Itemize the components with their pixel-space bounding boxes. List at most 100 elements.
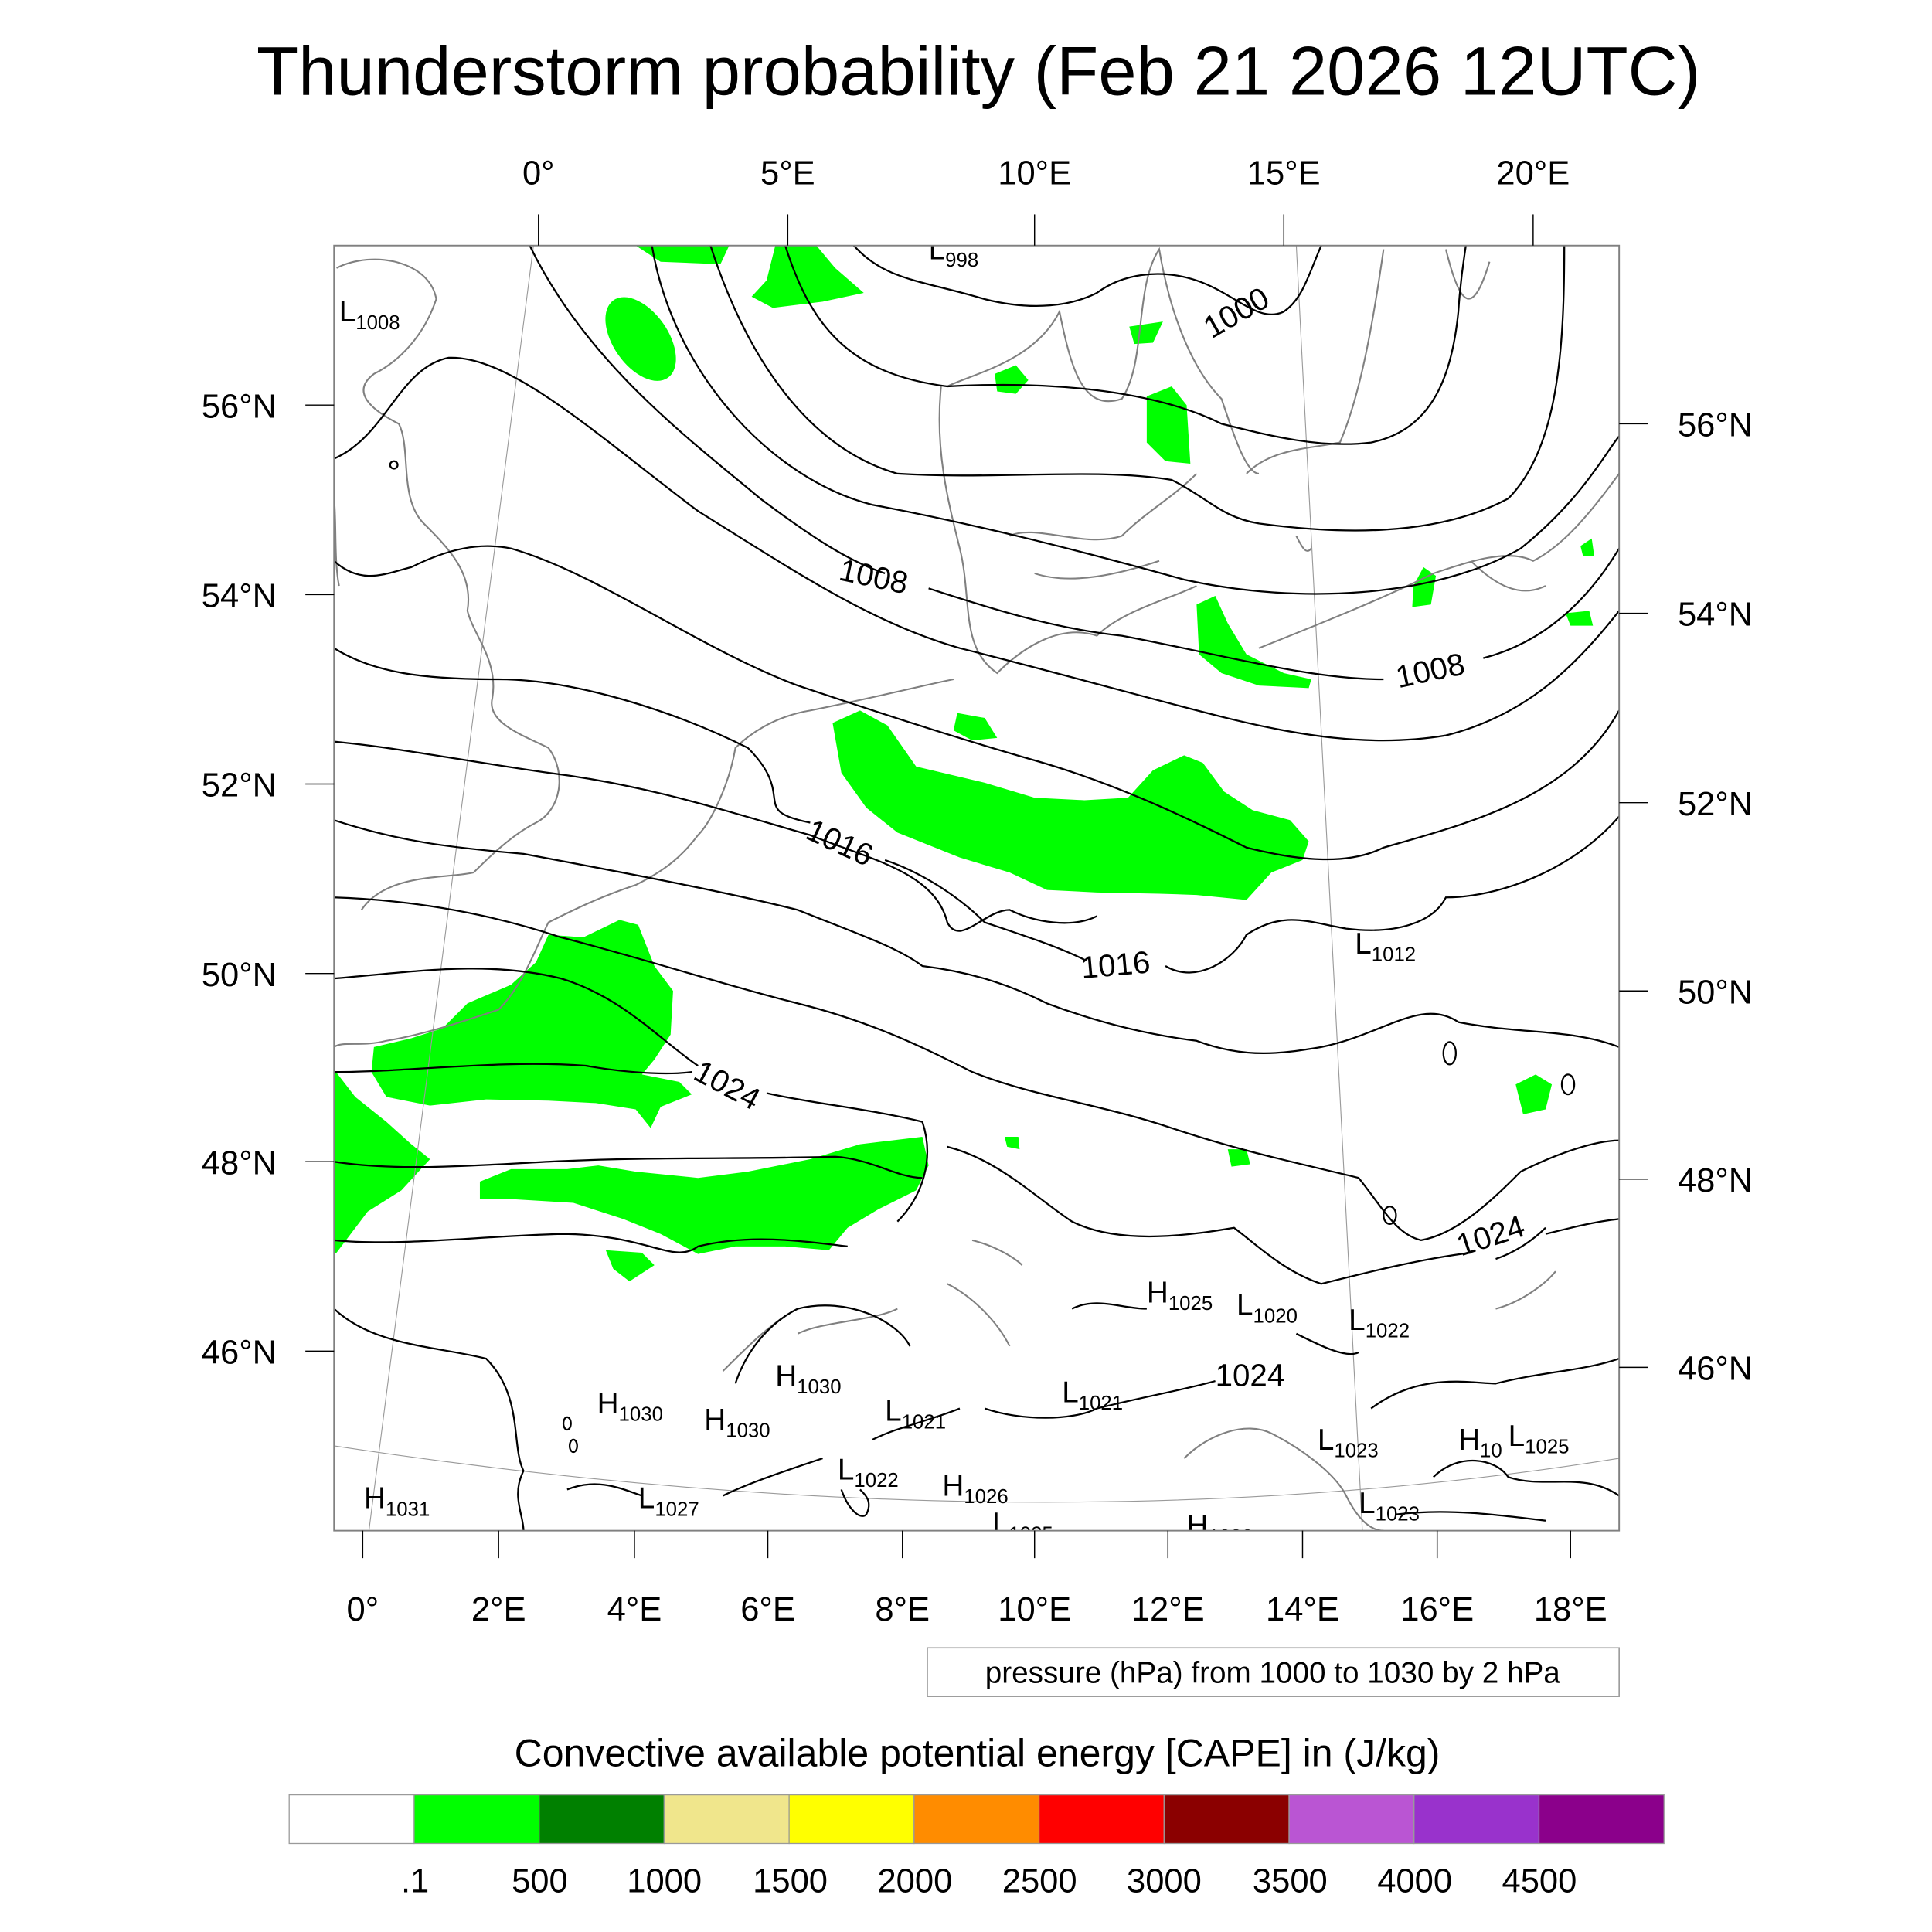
cape-area xyxy=(1412,566,1437,607)
isobar-closed xyxy=(562,1416,572,1431)
parallel-45n xyxy=(334,1445,1620,1503)
left-axis-labels: 56°N 54°N 52°N 50°N 48°N 46°N xyxy=(202,388,277,1371)
pressure-center: H1030 xyxy=(597,1387,663,1426)
isobar-closed xyxy=(389,460,399,470)
cape-area xyxy=(1515,1074,1553,1114)
left-axis-label: 48°N xyxy=(202,1145,277,1182)
bottom-axis-label: 14°E xyxy=(1266,1591,1339,1628)
colorbar-swatch xyxy=(288,1794,415,1845)
pressure-center: H1025 xyxy=(1147,1276,1213,1315)
colorbar-swatch xyxy=(1538,1794,1665,1845)
pressure-center: H1026 xyxy=(942,1469,1008,1508)
colorbar-label: 2000 xyxy=(877,1862,952,1900)
isobar-closed xyxy=(1383,1206,1397,1225)
coastlines xyxy=(334,247,1620,1531)
left-axis-label: 56°N xyxy=(202,388,277,425)
right-axis-label: 50°N xyxy=(1678,974,1753,1011)
isobars xyxy=(334,245,1620,1531)
bottom-axis-label: 18°E xyxy=(1534,1591,1607,1628)
cape-area xyxy=(1227,1149,1250,1167)
cape-area xyxy=(1005,1136,1020,1150)
pressure-center: L1021 xyxy=(1062,1376,1123,1415)
pressure-center: L1022 xyxy=(838,1454,899,1492)
pressure-center: L1025 xyxy=(1509,1420,1570,1458)
cape-area xyxy=(1196,595,1311,689)
contour-label: 1008 xyxy=(836,552,911,601)
axis-ticks xyxy=(305,214,1648,1559)
right-axis-labels: 56°N 54°N 52°N 50°N 48°N 46°N xyxy=(1678,407,1753,1388)
cape-area xyxy=(1580,538,1594,556)
pressure-center: L1023 xyxy=(1359,1487,1420,1526)
figure-title: Thunderstorm probability (Feb 21 2026 12… xyxy=(257,33,1700,110)
contour-info-box: pressure (hPa) from 1000 to 1030 by 2 hP… xyxy=(927,1647,1620,1697)
map-frame xyxy=(333,244,1621,1532)
top-axis-label: 5°E xyxy=(760,155,815,192)
contour-label: 1008 xyxy=(1393,645,1468,695)
cape-area xyxy=(334,1069,430,1253)
bottom-axis-label: 2°E xyxy=(471,1591,526,1628)
contour-label: 1000 xyxy=(1197,280,1275,345)
cape-area xyxy=(1565,611,1594,626)
contour-info-text: pressure (hPa) from 1000 to 1030 by 2 hP… xyxy=(985,1656,1561,1689)
colorbar-label: 4500 xyxy=(1502,1862,1577,1900)
colorbar-swatch xyxy=(539,1794,665,1845)
right-axis-label: 56°N xyxy=(1678,407,1753,444)
cape-area xyxy=(953,713,998,741)
cape-area xyxy=(832,710,1309,900)
colorbar-label: 3500 xyxy=(1253,1862,1328,1900)
bottom-axis-label: 6°E xyxy=(740,1591,795,1628)
colorbar-label: 3000 xyxy=(1127,1862,1202,1900)
top-axis-label: 20°E xyxy=(1496,155,1570,192)
contour-label: 1016 xyxy=(1080,944,1151,985)
pressure-center: H10 xyxy=(1458,1423,1502,1462)
cape-area xyxy=(995,365,1029,394)
map-area: 1000 1008 1008 1016 1016 1024 1024 1024 … xyxy=(334,233,1620,1531)
bottom-axis-label: 0° xyxy=(347,1591,379,1628)
cape-area xyxy=(751,245,864,308)
left-axis-label: 54°N xyxy=(202,577,277,614)
colorbar-label: 2500 xyxy=(1002,1862,1077,1900)
colorbar-swatch xyxy=(663,1794,790,1845)
right-axis-label: 48°N xyxy=(1678,1162,1753,1199)
cape-area xyxy=(1129,321,1163,345)
isobar-closed xyxy=(568,1438,578,1454)
colorbar-swatch xyxy=(1038,1794,1165,1845)
top-axis-label: 15°E xyxy=(1247,155,1321,192)
right-axis-label: 54°N xyxy=(1678,597,1753,634)
bottom-axis-label: 4°E xyxy=(607,1591,662,1628)
isobar-closed xyxy=(1560,1073,1576,1096)
contour-label: 1024 xyxy=(689,1053,767,1117)
colorbar-swatch xyxy=(1413,1794,1540,1845)
colorbar-title: Convective available potential energy [C… xyxy=(515,1731,1440,1774)
colorbar-swatch xyxy=(1288,1794,1415,1845)
bottom-axis-label: 8°E xyxy=(875,1591,930,1628)
pressure-center: L998 xyxy=(929,233,979,271)
pressure-center: L1022 xyxy=(1349,1304,1410,1342)
left-axis-label: 50°N xyxy=(202,957,277,994)
colorbar-label: 500 xyxy=(512,1862,568,1900)
cape-area xyxy=(371,920,692,1128)
meridian-15e xyxy=(1295,245,1363,1531)
cape-area xyxy=(479,1136,929,1254)
colorbar-label: 1000 xyxy=(627,1862,702,1900)
pressure-center: H1030 xyxy=(704,1403,770,1442)
right-axis-label: 46°N xyxy=(1678,1350,1753,1387)
colorbar-swatch xyxy=(788,1794,915,1845)
cape-shading xyxy=(334,245,1594,1282)
top-axis-label: 0° xyxy=(522,155,555,192)
pressure-centers: L998 L1008 L1012 H1025 L1020 L1022 H1030… xyxy=(339,233,1570,1531)
bottom-axis-label: 12°E xyxy=(1131,1591,1205,1628)
colorbar xyxy=(288,1794,1665,1845)
top-axis-labels: 0° 5°E 10°E 15°E 20°E xyxy=(522,155,1570,192)
left-axis-label: 52°N xyxy=(202,767,277,804)
meridian-0 xyxy=(368,245,534,1531)
bottom-axis-label: 16°E xyxy=(1400,1591,1474,1628)
bottom-axis-labels: 0° 2°E 4°E 6°E 8°E 10°E 12°E 14°E 16°E 1… xyxy=(347,1591,1607,1628)
pressure-center: L1023 xyxy=(1318,1423,1379,1462)
pressure-center: H1031 xyxy=(364,1482,430,1521)
pressure-center: L1012 xyxy=(1355,927,1416,966)
cape-area xyxy=(605,1250,655,1282)
left-axis-label: 46°N xyxy=(202,1335,277,1372)
pressure-center: L1008 xyxy=(339,295,400,334)
